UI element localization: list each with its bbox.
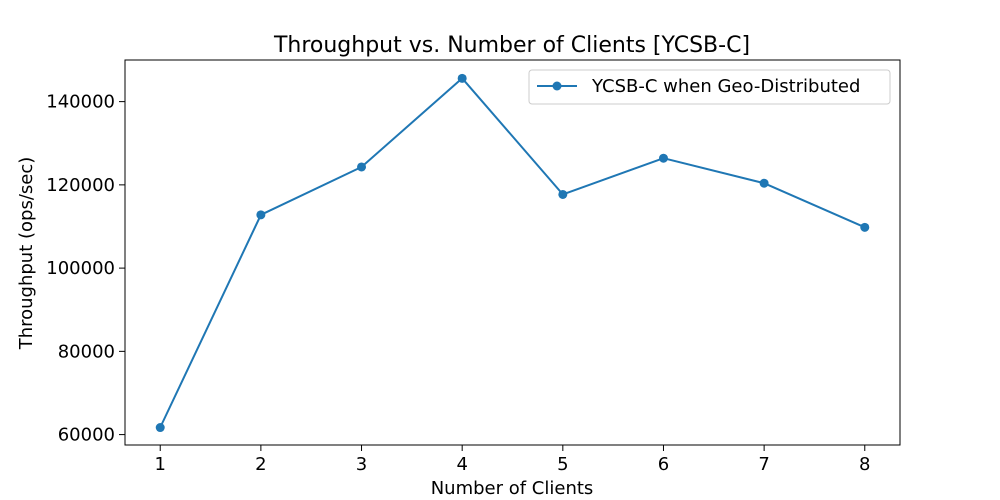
x-axis-label: Number of Clients <box>431 478 594 499</box>
chart-title: Throughput vs. Number of Clients [YCSB-C… <box>273 33 750 58</box>
legend-marker-swatch <box>552 81 562 91</box>
series-line <box>159 77 866 428</box>
data-point <box>658 153 668 163</box>
plot-area-frame <box>124 59 901 446</box>
x-tick-label: 2 <box>255 454 266 475</box>
x-tick-label: 6 <box>658 454 669 475</box>
data-point <box>256 210 266 220</box>
y-tick-label: 80000 <box>58 341 115 362</box>
data-point <box>357 162 367 172</box>
data-point <box>155 423 165 433</box>
x-tick-label: 8 <box>859 454 870 475</box>
x-tick-label: 3 <box>356 454 367 475</box>
x-tick-label: 1 <box>155 454 166 475</box>
x-tick-label: 7 <box>758 454 769 475</box>
x-tick-label: 5 <box>557 454 568 475</box>
series-layer <box>155 73 870 433</box>
legend: YCSB-C when Geo-Distributed <box>528 69 891 105</box>
data-point <box>457 73 467 83</box>
data-point <box>860 222 870 232</box>
y-tick-label: 60000 <box>58 425 115 446</box>
legend-box <box>528 69 891 105</box>
data-point <box>558 189 568 199</box>
x-axis: 1 2 3 4 5 6 7 8 <box>155 445 870 475</box>
y-axis: 60000 80000 100000 120000 140000 <box>46 92 125 446</box>
legend-entry-label: YCSB-C when Geo-Distributed <box>591 76 860 97</box>
y-axis-label: Throughput (ops/sec) <box>16 157 37 351</box>
x-tick-label: 4 <box>456 454 467 475</box>
y-tick-label: 140000 <box>46 92 115 113</box>
y-tick-label: 100000 <box>46 258 115 279</box>
y-tick-label: 120000 <box>46 175 115 196</box>
data-point <box>759 178 769 188</box>
